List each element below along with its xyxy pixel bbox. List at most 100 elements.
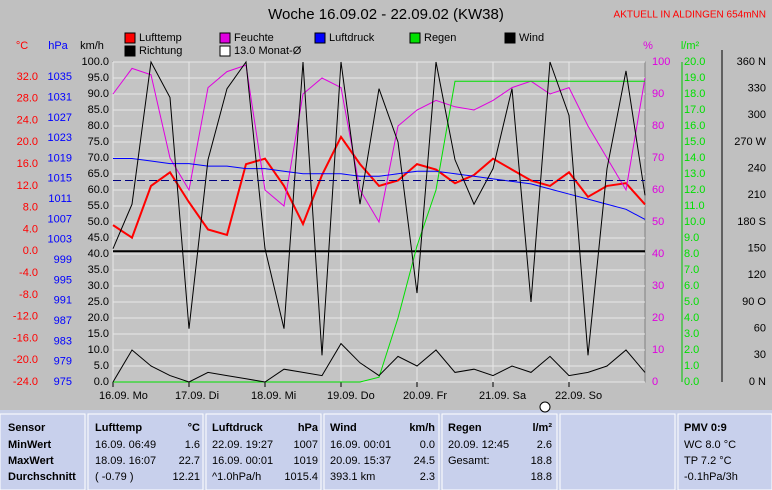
legend-swatch bbox=[124, 45, 136, 57]
y-tick-label: 25.0 bbox=[88, 296, 109, 308]
x-tick-label: 18.09. Mi bbox=[251, 390, 296, 402]
table-cell bbox=[205, 413, 322, 490]
y-tick-label: 7.0 bbox=[684, 264, 699, 276]
legend-label: Lufttemp bbox=[139, 32, 182, 44]
table-cell-text: 2.3 bbox=[420, 471, 435, 483]
y-tick-label: 4.0 bbox=[684, 312, 699, 324]
table-cell-text: 22.09. 19:27 bbox=[212, 439, 273, 451]
axis-label: % bbox=[643, 40, 653, 52]
y-tick-label: 60 bbox=[652, 184, 664, 196]
y-tick-label: 5.0 bbox=[684, 296, 699, 308]
y-tick-label: 0.0 bbox=[684, 376, 699, 388]
y-tick-label: 85.0 bbox=[88, 104, 109, 116]
legend-swatch bbox=[314, 32, 326, 44]
y-tick-label: 20 bbox=[652, 312, 664, 324]
y-tick-label: 40.0 bbox=[88, 248, 109, 260]
y-tick-label: 9.0 bbox=[684, 232, 699, 244]
y-tick-label: 60 bbox=[754, 323, 766, 335]
y-tick-label: 1027 bbox=[48, 112, 72, 124]
legend-label: Luftdruck bbox=[329, 32, 375, 44]
table-cell-text: 18.8 bbox=[531, 471, 552, 483]
y-tick-label: 55.0 bbox=[88, 200, 109, 212]
y-tick-label: 1007 bbox=[48, 213, 72, 225]
y-tick-label: 28.0 bbox=[17, 93, 38, 105]
y-tick-label: 100.0 bbox=[81, 56, 109, 68]
y-tick-label: 40 bbox=[652, 248, 664, 260]
y-tick-label: 360 N bbox=[737, 56, 766, 68]
table-header: hPa bbox=[298, 422, 319, 434]
y-tick-label: 5.0 bbox=[94, 360, 109, 372]
y-tick-label: 35.0 bbox=[88, 264, 109, 276]
y-tick-label: 1023 bbox=[48, 132, 72, 144]
table-header: Luftdruck bbox=[212, 422, 264, 434]
y-tick-label: 10.0 bbox=[684, 216, 705, 228]
scroll-handle[interactable] bbox=[539, 401, 551, 413]
table-cell-text: 1019 bbox=[294, 455, 318, 467]
table-cell bbox=[87, 413, 204, 490]
legend-label: Wind bbox=[519, 32, 544, 44]
table-cell-text: 20.09. 15:37 bbox=[330, 455, 391, 467]
y-tick-label: 2.0 bbox=[684, 344, 699, 356]
y-tick-label: 24.0 bbox=[17, 114, 38, 126]
y-tick-label: 210 bbox=[748, 189, 766, 201]
table-cell-text: 24.5 bbox=[414, 455, 435, 467]
y-tick-label: 11.0 bbox=[684, 200, 705, 212]
y-tick-label: 90.0 bbox=[88, 88, 109, 100]
y-tick-label: 14.0 bbox=[684, 152, 705, 164]
series-line bbox=[113, 158, 646, 220]
y-tick-label: 65.0 bbox=[88, 168, 109, 180]
y-tick-label: 991 bbox=[54, 295, 72, 307]
y-tick-label: 45.0 bbox=[88, 232, 109, 244]
table-cell-text: 2.6 bbox=[537, 439, 552, 451]
y-tick-label: 15.0 bbox=[88, 328, 109, 340]
table-cell-text: Durchschnitt bbox=[8, 471, 76, 483]
y-tick-label: 95.0 bbox=[88, 72, 109, 84]
y-tick-label: 20.0 bbox=[88, 312, 109, 324]
legend-label: Feuchte bbox=[234, 32, 274, 44]
table-cell-text: 0.0 bbox=[420, 439, 435, 451]
axis-label: °C bbox=[16, 40, 28, 52]
y-tick-label: 120 bbox=[748, 269, 766, 281]
y-tick-label: 270 W bbox=[734, 136, 766, 148]
table-cell bbox=[677, 413, 772, 490]
axis-label: km/h bbox=[80, 40, 104, 52]
y-tick-label: 70.0 bbox=[88, 152, 109, 164]
y-tick-label: 90 O bbox=[742, 296, 766, 308]
y-tick-label: 1031 bbox=[48, 91, 72, 103]
table-cell bbox=[0, 413, 86, 490]
y-tick-label: 90 bbox=[652, 88, 664, 100]
table-header: km/h bbox=[409, 422, 435, 434]
y-tick-label: 15.0 bbox=[684, 136, 705, 148]
table-cell-text: 16.09. 00:01 bbox=[212, 455, 273, 467]
table-cell-text: Gesamt: bbox=[448, 455, 490, 467]
y-tick-label: 60.0 bbox=[88, 184, 109, 196]
y-tick-label: -16.0 bbox=[13, 332, 38, 344]
table-cell-text: 12.21 bbox=[172, 471, 200, 483]
table-cell-text: WC 8.0 °C bbox=[684, 439, 736, 451]
y-tick-label: -20.0 bbox=[13, 354, 38, 366]
y-tick-label: 16.0 bbox=[17, 158, 38, 170]
y-tick-label: 30 bbox=[754, 349, 766, 361]
y-tick-label: 995 bbox=[54, 274, 72, 286]
legend-swatch bbox=[504, 32, 516, 44]
series-line bbox=[112, 64, 646, 224]
table-cell-text: 1.6 bbox=[185, 439, 200, 451]
table-cell bbox=[323, 413, 440, 490]
table-cell bbox=[441, 413, 558, 490]
series-line bbox=[112, 342, 646, 383]
chart-title: Woche 16.09.02 - 22.09.02 (KW38) bbox=[268, 6, 504, 23]
series-line bbox=[112, 60, 646, 356]
table-header: °C bbox=[188, 422, 200, 434]
y-tick-label: -4.0 bbox=[19, 267, 38, 279]
y-tick-label: 18.0 bbox=[684, 88, 705, 100]
legend-label: Richtung bbox=[139, 45, 182, 57]
table-header: l/m² bbox=[532, 422, 552, 434]
y-tick-label: 32.0 bbox=[17, 71, 38, 83]
y-tick-label: 50 bbox=[652, 216, 664, 228]
y-tick-label: -8.0 bbox=[19, 289, 38, 301]
y-tick-label: 6.0 bbox=[684, 280, 699, 292]
y-tick-label: 1011 bbox=[48, 193, 72, 205]
y-tick-label: 12.0 bbox=[17, 180, 38, 192]
